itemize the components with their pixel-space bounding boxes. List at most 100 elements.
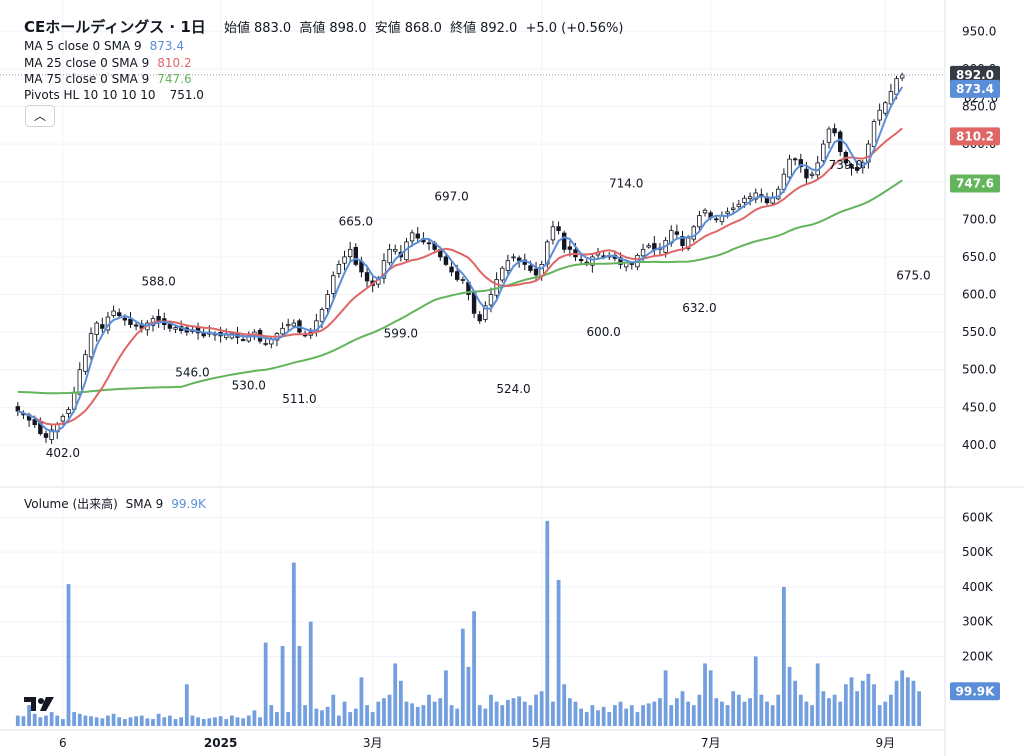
open-value: 883.0 bbox=[253, 21, 292, 36]
collapse-legend-button[interactable]: ︿ bbox=[25, 105, 55, 127]
candle-body bbox=[280, 327, 285, 335]
volume-bar bbox=[348, 712, 353, 726]
indicator-value: 747.6 bbox=[157, 72, 192, 86]
candle-body bbox=[702, 209, 708, 214]
candle-body bbox=[133, 324, 139, 327]
volume-bar bbox=[674, 698, 679, 726]
candle-body bbox=[488, 294, 494, 306]
pivot-label: 511.0 bbox=[282, 392, 316, 406]
volume-bar bbox=[522, 701, 527, 726]
volume-bar bbox=[917, 691, 921, 726]
volume-bar bbox=[49, 712, 54, 726]
candle-body bbox=[111, 310, 116, 316]
candle-body bbox=[66, 409, 71, 414]
volume-bar bbox=[444, 670, 448, 726]
volume-bar bbox=[489, 694, 493, 726]
volume-bar bbox=[545, 520, 550, 726]
volume-bar bbox=[494, 701, 499, 726]
price-badge-bg bbox=[950, 174, 1000, 193]
volume-bar bbox=[291, 562, 296, 726]
indicator-ma75[interactable]: MA 75 close 0 SMA 9 747.6 bbox=[24, 72, 192, 86]
volume-bar bbox=[66, 584, 71, 726]
volume-bar bbox=[703, 663, 707, 726]
volume-bar bbox=[652, 701, 657, 726]
candle-body bbox=[550, 226, 556, 241]
candle-body bbox=[60, 415, 66, 422]
candle-body bbox=[764, 198, 770, 204]
indicator-label: MA 5 close 0 SMA 9 bbox=[24, 39, 142, 53]
volume-bar bbox=[528, 705, 533, 726]
volume-bar bbox=[117, 717, 122, 726]
time-tick-label: 5月 bbox=[532, 736, 552, 750]
volume-bar bbox=[753, 656, 758, 726]
candle-body bbox=[156, 316, 161, 322]
volume-bar bbox=[618, 701, 623, 726]
candle-body bbox=[888, 91, 894, 105]
tradingview-logo-icon[interactable] bbox=[22, 693, 56, 715]
indicator-ma25[interactable]: MA 25 close 0 SMA 9 810.2 bbox=[24, 56, 192, 70]
volume-bar bbox=[624, 708, 629, 726]
candle-body bbox=[714, 218, 719, 221]
candle-body bbox=[443, 256, 449, 265]
volume-bar bbox=[432, 701, 437, 726]
volume-bar bbox=[44, 715, 48, 726]
volume-bar bbox=[911, 680, 916, 726]
candle-body bbox=[364, 272, 370, 282]
volume-bar bbox=[258, 717, 262, 726]
volume-tick-label: 200K bbox=[962, 649, 994, 663]
candle-body bbox=[674, 231, 680, 235]
volume-bar bbox=[843, 684, 848, 726]
candle-body bbox=[562, 232, 567, 250]
volume-bar bbox=[793, 680, 798, 726]
volume-bar bbox=[894, 680, 899, 726]
volume-legend[interactable]: Volume (出来高) SMA 9 99.9K bbox=[24, 495, 206, 512]
candle-body bbox=[415, 233, 420, 239]
volume-bar bbox=[359, 677, 364, 726]
candle-body bbox=[88, 333, 94, 358]
volume-bar bbox=[218, 716, 223, 726]
pivot-label: 675.0 bbox=[896, 268, 930, 282]
indicator-pivots[interactable]: Pivots HL 10 10 10 10 751.0 bbox=[24, 88, 204, 102]
candle-body bbox=[516, 257, 522, 262]
volume-bar bbox=[376, 701, 381, 726]
volume-bar bbox=[162, 717, 167, 726]
volume-bar bbox=[798, 694, 803, 726]
candle-body bbox=[505, 260, 511, 271]
time-tick-label: 3月 bbox=[363, 736, 383, 750]
candle-body bbox=[849, 164, 854, 169]
indicator-value: 810.2 bbox=[157, 56, 192, 70]
price-badge-bg bbox=[950, 65, 1000, 84]
volume-bar bbox=[815, 663, 820, 726]
volume-bar bbox=[669, 705, 674, 726]
candle-body bbox=[393, 248, 398, 252]
time-tick-label: 9月 bbox=[875, 736, 895, 750]
volume-bar bbox=[866, 673, 871, 726]
pivot-label: 739.0 bbox=[829, 158, 863, 172]
volume-bar bbox=[646, 703, 651, 726]
volume-bar bbox=[83, 715, 88, 726]
candle-body bbox=[646, 245, 651, 248]
volume-tick-label: 500K bbox=[962, 545, 994, 559]
candle-body bbox=[770, 197, 775, 204]
candle-body bbox=[483, 305, 488, 320]
symbol-title[interactable]: CEホールディングス · 1日 bbox=[24, 18, 206, 36]
volume-bar bbox=[505, 699, 510, 726]
volume-bar bbox=[106, 715, 110, 726]
price-tick-label: 850.0 bbox=[962, 99, 996, 113]
indicator-ma5[interactable]: MA 5 close 0 SMA 9 873.4 bbox=[24, 39, 184, 53]
high-label: 高値 bbox=[299, 21, 326, 36]
candle-body bbox=[173, 327, 178, 330]
volume-bar bbox=[100, 718, 105, 726]
candle-body bbox=[809, 173, 815, 176]
volume-bar bbox=[134, 716, 139, 726]
volume-bar bbox=[889, 694, 893, 726]
volume-bar bbox=[280, 646, 285, 726]
price-tick-label: 650.0 bbox=[962, 250, 996, 264]
volume-bar bbox=[325, 706, 330, 726]
candle-body bbox=[43, 433, 49, 438]
candle-body bbox=[477, 314, 482, 322]
volume-bar bbox=[658, 698, 662, 726]
volume-bar bbox=[196, 717, 200, 726]
volume-bar bbox=[551, 701, 555, 726]
